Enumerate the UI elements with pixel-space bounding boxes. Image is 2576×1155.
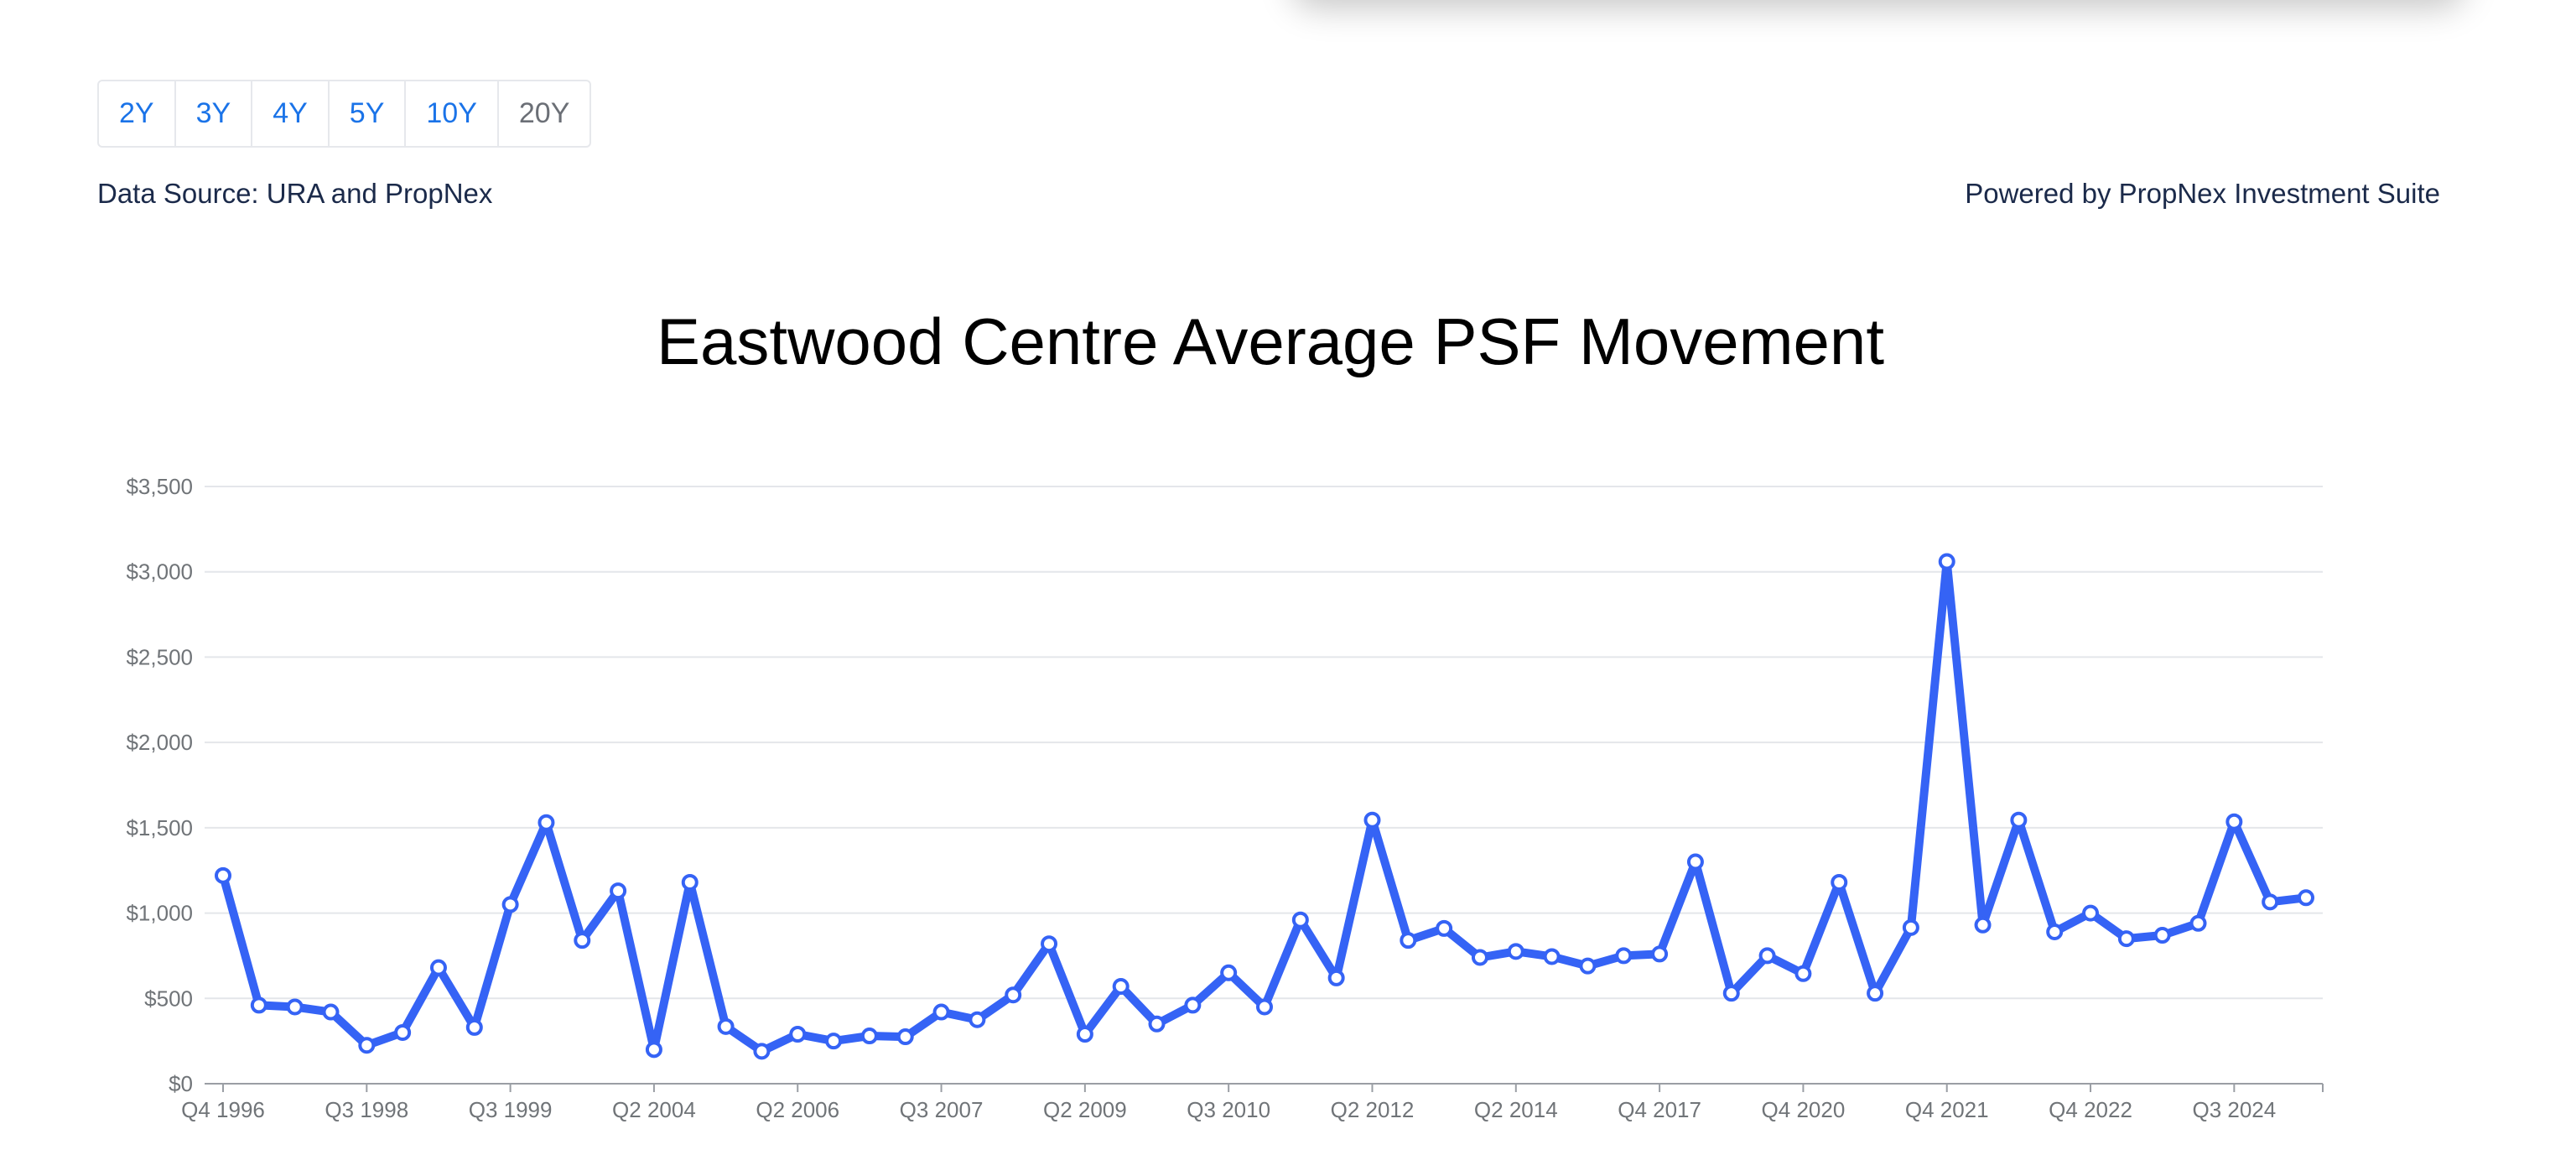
data-point [2189,914,2207,932]
x-tick-label: Q3 2007 [900,1097,984,1122]
y-tick-label: $1,000 [126,901,193,926]
x-tick-label: Q2 2014 [1474,1097,1558,1122]
y-tick-label: $2,500 [126,644,193,669]
data-point [358,1037,376,1054]
y-tick-label: $3,000 [126,559,193,585]
data-point [2010,811,2028,829]
chart-title: Eastwood Centre Average PSF Movement [657,304,1884,378]
data-point [645,1041,662,1059]
x-tick-label: Q3 1998 [325,1097,408,1122]
range-tab-4y[interactable]: 4Y [252,81,330,146]
data-point [1722,985,1740,1002]
data-point [1220,964,1238,981]
x-tick-label: Q3 2010 [1187,1097,1270,1122]
x-tick-label: Q4 2022 [2049,1097,2132,1122]
data-point [2117,930,2135,948]
data-point [1902,918,1919,936]
range-tab-10y[interactable]: 10Y [406,81,499,146]
data-point [717,1017,735,1035]
data-point [429,959,447,976]
data-point [1651,945,1669,963]
range-tab-5y[interactable]: 5Y [330,81,407,146]
x-tick-label: Q4 2021 [1905,1097,1989,1122]
data-point [860,1028,878,1045]
data-point [969,1011,986,1028]
data-point [1436,919,1453,937]
data-point [215,866,231,884]
time-range-selector: 2Y 3Y 4Y 5Y 10Y 20Y [97,80,592,148]
data-point [1184,996,1202,1014]
y-tick-label: $1,500 [126,815,193,840]
data-point [1615,947,1633,965]
data-point [932,1003,950,1021]
data-point [2225,813,2243,830]
data-point [1543,948,1561,965]
data-point [465,1018,483,1036]
data-point [1579,957,1597,975]
data-point [1148,1015,1166,1033]
x-tick-label: Q2 2012 [1331,1097,1415,1122]
data-point [1363,811,1381,829]
data-point [1471,949,1488,966]
range-tab-2y[interactable]: 2Y [99,81,176,146]
data-point [825,1033,843,1050]
data-point [2153,927,2171,944]
data-point [2046,923,2064,940]
data-point [1974,916,1992,934]
x-tick-label: Q2 2009 [1043,1097,1127,1122]
data-point [1041,935,1058,953]
data-point [1867,985,1884,1002]
range-tab-20y[interactable]: 20Y [518,97,570,129]
data-source-text: Data Source: URA and PropNex [97,178,493,209]
range-tab-3y[interactable]: 3Y [176,81,253,146]
series-line [219,557,2310,1056]
data-point [394,1023,412,1041]
data-point [1686,853,1704,871]
y-tick-label: $500 [144,986,193,1011]
data-point [1507,943,1524,960]
data-point [1327,969,1345,986]
data-point [2298,889,2314,907]
data-point [322,1003,340,1021]
data-point [1758,947,1776,965]
data-point [789,1026,807,1043]
data-point [610,882,627,900]
data-point [1831,873,1848,891]
data-point [1400,932,1417,949]
data-point [896,1028,914,1046]
data-point [1076,1026,1093,1043]
data-point [2262,893,2279,911]
data-point [681,873,699,891]
x-tick-label: Q3 1999 [469,1097,553,1122]
y-tick-label: $0 [169,1071,193,1096]
x-tick-label: Q4 1996 [181,1097,265,1122]
data-point [538,814,555,831]
x-tick-label: Q2 2004 [612,1097,696,1122]
data-point [1938,553,1955,570]
x-tick-label: Q4 2017 [1618,1097,1701,1122]
y-tick-label: $2,000 [126,730,193,755]
data-point [574,932,591,949]
data-point [250,996,267,1014]
data-point [501,896,519,913]
x-tick-label: Q4 2020 [1762,1097,1846,1122]
data-point [1112,978,1130,996]
x-tick-label: Q2 2006 [756,1097,839,1122]
data-point [2082,904,2100,922]
powered-by-text: Powered by PropNex Investment Suite [1965,178,2440,209]
data-point [1005,986,1022,1004]
data-point [286,998,304,1016]
data-point [1256,998,1273,1016]
data-point [1794,965,1812,982]
data-point [1291,911,1309,929]
data-point [753,1043,771,1060]
y-tick-label: $3,500 [126,474,193,499]
x-tick-label: Q3 2024 [2192,1097,2276,1122]
